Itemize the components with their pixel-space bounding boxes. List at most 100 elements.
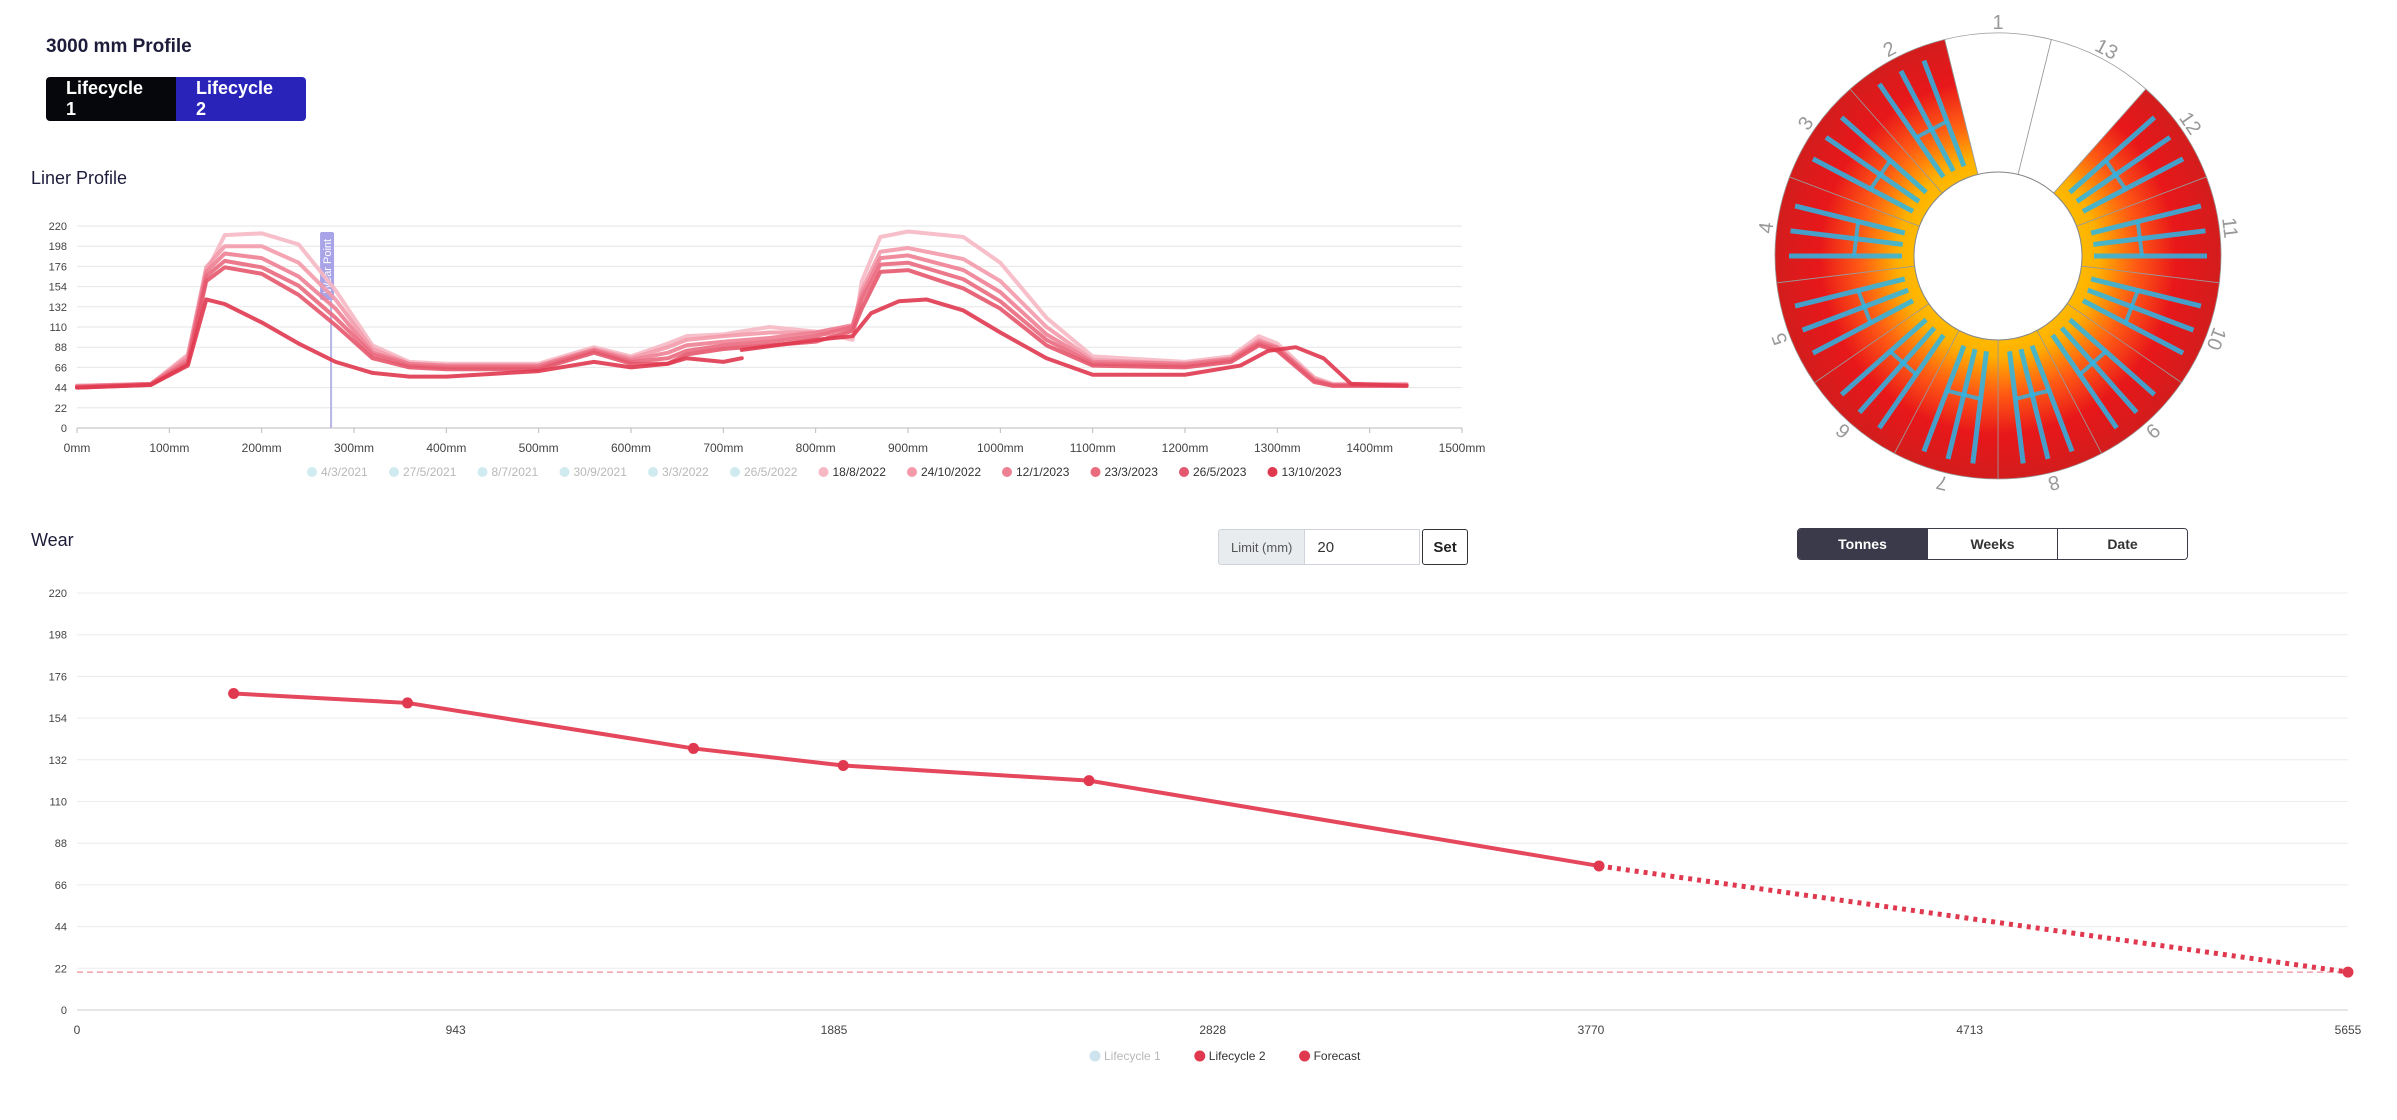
heat-band xyxy=(1856,289,1873,324)
x-tick-label: 200mm xyxy=(242,441,282,455)
heat-band xyxy=(1888,349,1918,377)
legend-marker xyxy=(648,467,658,477)
x-tick-label: 3770 xyxy=(1578,1023,1605,1037)
x-tick-label: 1300mm xyxy=(1254,441,1301,455)
x-tick-label: 800mm xyxy=(796,441,836,455)
y-tick-label: 110 xyxy=(49,797,67,809)
data-point xyxy=(837,759,849,771)
legend-marker xyxy=(1299,1050,1311,1062)
legend-marker xyxy=(1267,467,1278,477)
limit-control: Limit (mm) Set xyxy=(1218,529,1468,565)
legend-marker xyxy=(1002,467,1012,477)
x-tick-label: 1885 xyxy=(821,1023,848,1037)
y-tick-label: 198 xyxy=(49,241,67,253)
heat-band xyxy=(1945,348,1978,460)
heat-band xyxy=(2029,344,2075,453)
sector-label: 8 xyxy=(2046,470,2062,494)
heat-band xyxy=(2059,326,2139,415)
heat-band xyxy=(1852,221,1861,257)
legend-marker xyxy=(477,467,488,477)
legend-label: 30/9/2021 xyxy=(574,465,628,479)
heat-band xyxy=(2007,350,2026,464)
legend-label: 13/10/2023 xyxy=(1282,465,1342,479)
data-point xyxy=(1083,775,1095,787)
heat-band xyxy=(1839,317,1928,397)
heat-band xyxy=(1877,333,1946,430)
heat-band xyxy=(2068,115,2157,195)
heat-band xyxy=(2090,203,2202,236)
x-tick-label: 600mm xyxy=(611,441,651,455)
legend-label: 3/3/2022 xyxy=(662,465,709,479)
legend-marker xyxy=(1090,467,1101,477)
x-tick-label: 1100mm xyxy=(1070,441,1116,455)
y-tick-label: 44 xyxy=(55,383,67,395)
heat-band xyxy=(1811,298,1915,356)
legend-label: 26/5/2022 xyxy=(744,465,798,479)
x-tick-label: 100mm xyxy=(149,441,189,455)
legend-label: 4/3/2021 xyxy=(321,465,368,479)
legend-label: 18/8/2022 xyxy=(833,465,887,479)
heat-band xyxy=(1857,326,1937,415)
lifecycle-2-button[interactable]: Lifecycle 2 xyxy=(176,77,306,121)
x-tick-label: 943 xyxy=(446,1023,466,1037)
heat-band xyxy=(1877,82,1946,179)
wear-chart: 0 22 44 66 88 110 132 154 176 198 220 0 943 1885 2828 3… xyxy=(49,588,2362,1063)
y-tick-label: 154 xyxy=(49,713,67,725)
y-tick-label: 220 xyxy=(49,588,67,600)
y-tick-label: 176 xyxy=(49,261,67,273)
heat-band xyxy=(2075,135,2172,204)
tonnes-button[interactable]: Tonnes xyxy=(1798,529,1927,559)
set-limit-button[interactable]: Set xyxy=(1422,529,1468,565)
y-tick-label: 88 xyxy=(55,342,67,354)
sector-label: 2 xyxy=(1880,37,1900,62)
data-point xyxy=(402,697,414,709)
legend-label: 12/1/2023 xyxy=(1016,465,1070,479)
weeks-button[interactable]: Weeks xyxy=(1927,529,2057,559)
legend-label: 24/10/2022 xyxy=(921,465,981,479)
heat-band xyxy=(2090,276,2202,309)
legend-marker xyxy=(307,467,317,477)
y-tick-label: 176 xyxy=(49,671,67,683)
heat-band xyxy=(1839,115,1928,195)
legend-marker xyxy=(907,467,917,477)
date-button[interactable]: Date xyxy=(2057,529,2187,559)
y-tick-label: 44 xyxy=(55,922,67,934)
data-point xyxy=(1593,860,1605,872)
heat-band xyxy=(2078,349,2108,377)
heat-band xyxy=(1921,344,1967,453)
x-tick-label: 900mm xyxy=(888,441,928,455)
legend-marker xyxy=(389,467,399,477)
y-tick-label: 22 xyxy=(55,963,67,975)
data-point xyxy=(2342,966,2354,978)
y-tick-label: 66 xyxy=(55,880,67,892)
legend-label: 23/3/2023 xyxy=(1105,465,1159,479)
y-tick-label: 154 xyxy=(49,282,67,294)
heat-band xyxy=(2086,287,2195,333)
sector-label: 1 xyxy=(1992,12,2003,34)
heat-band xyxy=(1921,59,1967,168)
x-tick-label: 0 xyxy=(74,1023,81,1037)
heat-band xyxy=(1790,228,1904,247)
x-tick-label: 500mm xyxy=(519,441,559,455)
legend-label: 26/5/2023 xyxy=(1193,465,1247,479)
ring-hole xyxy=(1913,171,2083,341)
series-line xyxy=(75,229,1409,388)
series-line xyxy=(75,297,744,390)
sector-label: 4 xyxy=(1755,221,1778,235)
heat-band xyxy=(2018,348,2051,460)
liner-profile-chart: 0 22 44 66 88 110 132 154 176 198 220 0mm 100mm 200mm… xyxy=(49,221,1486,479)
forecast-line xyxy=(1598,863,2349,975)
limit-input[interactable] xyxy=(1305,529,1421,565)
wear-line xyxy=(233,691,1600,868)
heat-band xyxy=(1915,119,1948,140)
x-tick-label: 1400mm xyxy=(1346,441,1393,455)
heat-band xyxy=(1801,287,1910,333)
y-tick-label: 132 xyxy=(49,755,67,767)
y-tick-label: 220 xyxy=(49,221,67,233)
legend-label: Lifecycle 2 xyxy=(1209,1049,1266,1063)
x-tick-label: 4713 xyxy=(1956,1023,1983,1037)
x-tick-label: 300mm xyxy=(334,441,374,455)
lifecycle-1-button[interactable]: Lifecycle 1 xyxy=(46,77,176,121)
legend-label: 27/5/2021 xyxy=(403,465,457,479)
heat-band xyxy=(2050,333,2119,430)
